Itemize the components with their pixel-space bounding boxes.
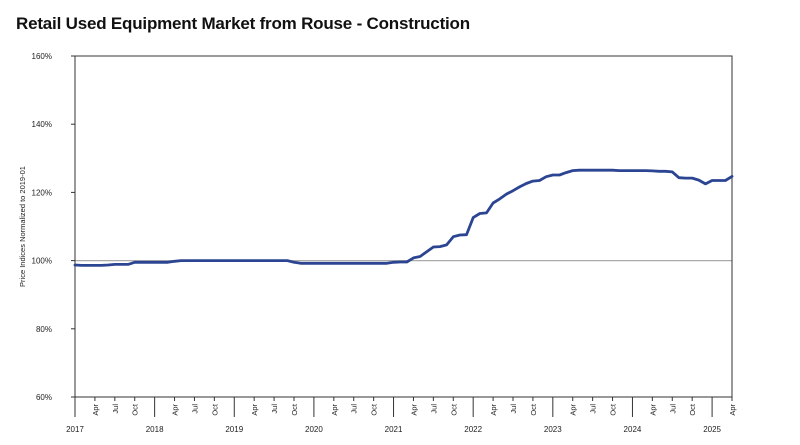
month-tick-label: Jul	[111, 404, 120, 414]
month-tick-label: Apr	[648, 403, 657, 415]
month-tick-label: Apr	[728, 403, 737, 415]
chart-title: Retail Used Equipment Market from Rouse …	[16, 14, 470, 33]
month-tick-label: Jul	[190, 404, 199, 414]
month-tick-label: Jul	[350, 404, 359, 414]
y-tick-label: 160%	[32, 52, 52, 61]
month-tick-label: Oct	[131, 403, 140, 416]
y-axis-ticks: 60% 80% 100% 120% 140% 160%	[32, 52, 75, 402]
year-tick-label: 2024	[624, 425, 642, 434]
year-tick-label: 2023	[544, 425, 562, 434]
y-tick-label: 80%	[36, 325, 52, 334]
month-tick-label: Jul	[589, 404, 598, 414]
month-tick-label: Apr	[330, 403, 339, 415]
month-tick-label: Apr	[569, 403, 578, 415]
month-tick-label: Oct	[370, 403, 379, 416]
month-tick-label: Jul	[429, 404, 438, 414]
year-tick-label: 2018	[146, 425, 164, 434]
series-line	[73, 168, 734, 267]
y-axis-label: Price Indices Normalized to 2019-01	[18, 166, 27, 287]
year-tick-label: 2020	[305, 425, 323, 434]
month-tick-label: Oct	[290, 403, 299, 416]
month-tick-label: Oct	[529, 403, 538, 416]
y-tick-label: 100%	[32, 257, 52, 266]
year-tick-label: 2019	[225, 425, 243, 434]
plot-area-frame	[74, 55, 733, 398]
month-tick-label: Apr	[250, 403, 259, 415]
month-tick-label: Oct	[609, 403, 618, 416]
month-tick-label: Jul	[668, 404, 677, 414]
x-axis-ticks: 2017 Apr Jul Oct 2018 Apr Jul Oct 2019 Apr Jul Oct 2…	[66, 397, 737, 434]
month-tick-label: Oct	[449, 403, 458, 416]
y-tick-label: 120%	[32, 188, 52, 197]
year-tick-label: 2025	[703, 425, 721, 434]
y-tick-label: 60%	[36, 393, 52, 402]
month-tick-label: Jul	[509, 404, 518, 414]
year-tick-label: 2021	[385, 425, 403, 434]
month-tick-label: Apr	[489, 403, 498, 415]
month-tick-label: Oct	[688, 403, 697, 416]
y-tick-label: 140%	[32, 120, 52, 129]
year-tick-label: 2017	[66, 425, 84, 434]
month-tick-label: Apr	[409, 403, 418, 415]
month-tick-label: Jul	[270, 404, 279, 414]
month-tick-label: Oct	[210, 403, 219, 416]
year-tick-label: 2022	[464, 425, 482, 434]
month-tick-label: Apr	[91, 403, 100, 415]
month-tick-label: Apr	[171, 403, 180, 415]
